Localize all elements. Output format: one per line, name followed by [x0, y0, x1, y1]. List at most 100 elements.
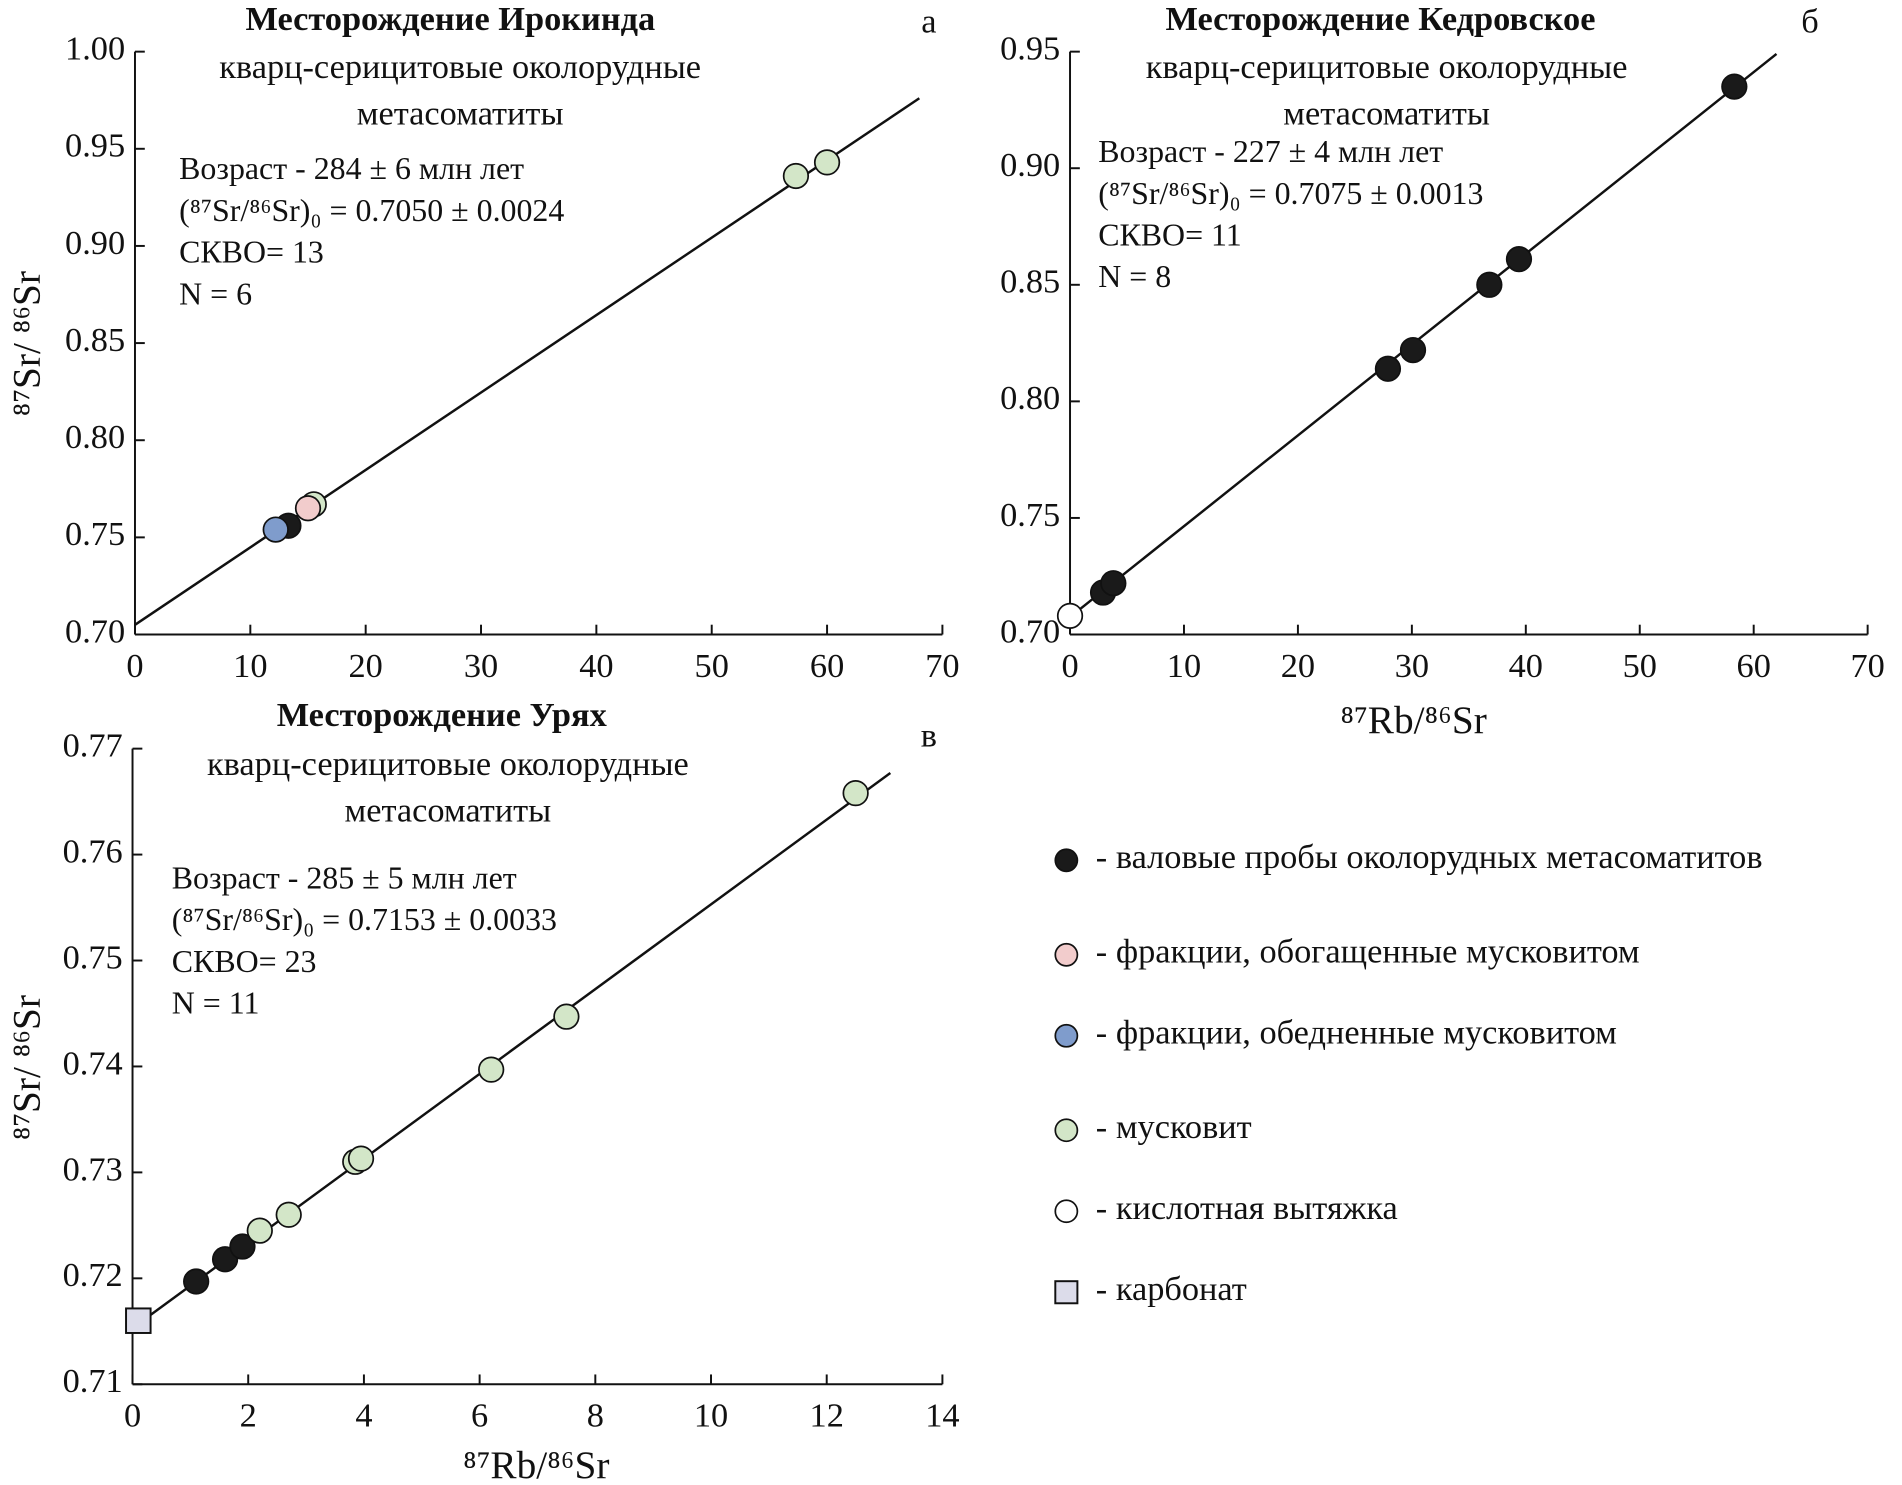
y-tick-label: 0.75: [1000, 496, 1060, 534]
y-tick-label: 0.85: [65, 321, 125, 359]
panel-letter: в: [921, 717, 937, 755]
x-tick-label: 0: [124, 1397, 141, 1435]
legend-label: - мусковит: [1096, 1108, 1252, 1146]
x-tick-label: 20: [349, 647, 383, 685]
legend-marker: [1054, 1023, 1079, 1048]
x-tick-label: 40: [1509, 647, 1543, 685]
legend-marker: [1054, 942, 1079, 967]
annotation: Возраст - 284 ± 6 млн лет: [179, 151, 524, 186]
y-tick-label: 0.76: [63, 832, 123, 870]
x-tick-label: 10: [233, 647, 267, 685]
x-tick-label: 10: [1167, 647, 1201, 685]
legend-label: - фракции, обогащенные мусковитом: [1096, 933, 1640, 971]
legend-marker: [1054, 1280, 1079, 1305]
annotation: N = 8: [1098, 259, 1171, 294]
marker: [813, 149, 841, 176]
marker: [1100, 570, 1127, 597]
x-tick-label: 40: [579, 647, 613, 685]
marker: [1476, 271, 1503, 298]
chart-title: Месторождение Ирокинда: [245, 0, 655, 38]
legend-marker: [1054, 1199, 1079, 1224]
marker: [553, 1003, 580, 1030]
legend-label: - кислотная вытяжка: [1096, 1189, 1398, 1227]
marker: [125, 1307, 152, 1334]
isochron-line: [1069, 53, 1778, 618]
x-tick-label: 4: [355, 1397, 372, 1435]
y-tick-label: 0.70: [65, 612, 125, 650]
panel-letter: б: [1801, 3, 1818, 41]
x-tick-label: 30: [464, 647, 498, 685]
marker: [262, 516, 289, 543]
annotation: (⁸⁷Sr/⁸⁶Sr)₀ = 0.7075 ± 0.0013: [1098, 176, 1483, 211]
chart-title: Месторождение Урях: [277, 696, 607, 734]
legend-marker: [1054, 1118, 1079, 1143]
marker: [347, 1145, 375, 1172]
y-tick-label: 0.90: [65, 224, 125, 262]
y-tick-label: 0.71: [63, 1362, 123, 1400]
marker: [478, 1056, 505, 1083]
x-tick-label: 10: [694, 1397, 728, 1435]
legend-label: - валовые пробы околорудных метасоматито…: [1096, 838, 1763, 876]
x-tick-label: 50: [695, 647, 729, 685]
legend-label: - фракции, обедненные мусковитом: [1096, 1014, 1617, 1052]
y-tick-label: 0.74: [63, 1044, 123, 1082]
y-tick-label: 1.00: [65, 30, 125, 68]
subtitle: метасоматиты: [345, 792, 552, 830]
annotation: N = 11: [172, 986, 260, 1021]
x-tick-label: 70: [1850, 647, 1884, 685]
y-tick-label: 0.72: [63, 1256, 123, 1294]
y-axis-label: ⁸⁷Sr/ ⁸⁶Sr: [6, 995, 49, 1140]
legend-marker: [1054, 848, 1079, 873]
y-axis-label: ⁸⁷Sr/ ⁸⁶Sr: [6, 271, 49, 416]
y-tick-label: 0.85: [1000, 263, 1060, 301]
y-tick-label: 0.80: [65, 418, 125, 456]
annotation: (⁸⁷Sr/⁸⁶Sr)₀ = 0.7050 ± 0.0024: [179, 193, 564, 228]
x-tick-label: 0: [1061, 647, 1078, 685]
x-tick-label: 60: [1737, 647, 1771, 685]
y-tick-label: 0.90: [1000, 146, 1060, 184]
legend-label: - карбонат: [1096, 1270, 1247, 1308]
marker: [294, 495, 322, 522]
x-tick-label: 60: [810, 647, 844, 685]
annotation: N = 6: [179, 276, 252, 311]
x-tick-label: 70: [925, 647, 959, 685]
subtitle: кварц-серицитовые околорудные: [207, 745, 689, 783]
y-tick-label: 0.75: [63, 938, 123, 976]
marker: [275, 1201, 302, 1228]
marker: [1505, 246, 1533, 273]
subtitle: метасоматиты: [357, 95, 564, 133]
y-tick-label: 0.95: [65, 127, 125, 165]
x-tick-label: 2: [240, 1397, 257, 1435]
subtitle: кварц-серицитовые околорудные: [219, 48, 701, 86]
annotation: СКВО= 11: [1098, 217, 1242, 252]
annotation: Возраст - 285 ± 5 млн лет: [172, 860, 517, 895]
subtitle: кварц-серицитовые околорудные: [1146, 48, 1628, 86]
x-axis-label: ⁸⁷Rb/⁸⁶Sr: [1340, 699, 1486, 742]
marker: [1399, 336, 1427, 364]
y-tick-label: 0.75: [65, 515, 125, 553]
x-tick-label: 0: [126, 647, 143, 685]
y-tick-label: 0.95: [1000, 30, 1060, 68]
annotation: СКВО= 13: [179, 235, 324, 270]
y-tick-label: 0.80: [1000, 379, 1060, 417]
x-tick-label: 50: [1623, 647, 1657, 685]
x-tick-label: 6: [471, 1397, 488, 1435]
panel-letter: а: [921, 3, 936, 41]
subtitle: метасоматиты: [1283, 95, 1490, 133]
chart-title: Месторождение Кедровское: [1166, 0, 1596, 38]
marker: [183, 1268, 210, 1295]
x-tick-label: 14: [925, 1397, 959, 1435]
marker: [1721, 73, 1748, 100]
marker: [782, 162, 810, 190]
y-tick-label: 0.73: [63, 1150, 123, 1188]
marker: [1056, 602, 1084, 629]
annotation: (⁸⁷Sr/⁸⁶Sr)₀ = 0.7153 ± 0.0033: [172, 902, 557, 937]
x-tick-label: 12: [810, 1397, 844, 1435]
marker: [229, 1233, 256, 1260]
marker: [246, 1217, 273, 1244]
y-tick-label: 0.70: [1000, 612, 1060, 650]
x-axis-label: ⁸⁷Rb/⁸⁶Sr: [463, 1444, 609, 1485]
annotation: Возраст - 227 ± 4 млн лет: [1098, 134, 1443, 169]
marker: [1374, 355, 1402, 382]
